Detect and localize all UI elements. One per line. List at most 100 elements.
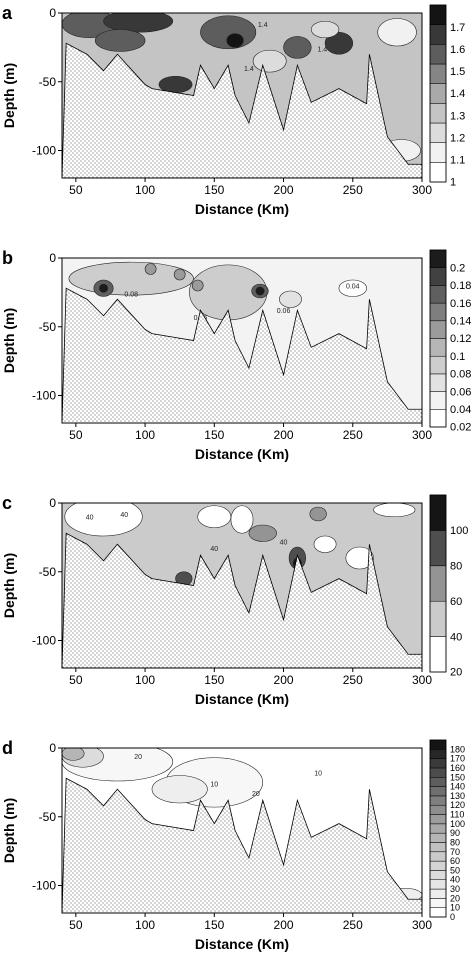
colorbar-swatch <box>429 530 447 567</box>
colorbar-tick-label: 80 <box>450 560 462 572</box>
x-axis: 50 100 150 200 250 300 <box>69 423 432 442</box>
x-tick-label: 200 <box>274 673 294 687</box>
panel-label: d <box>2 738 13 758</box>
colorbar-tick-label: 130 <box>450 791 465 801</box>
colorbar-tick-label: 0.04 <box>450 404 471 416</box>
colorbar-tick-label: 10 <box>450 903 460 913</box>
colorbar-frame <box>429 739 447 918</box>
colorbar-tick-label: 40 <box>450 631 462 643</box>
x-tick-label: 50 <box>69 183 83 197</box>
colorbar-tick-label: 1.1 <box>450 155 465 167</box>
colorbar-swatch <box>429 142 447 163</box>
panel-label: c <box>2 493 12 513</box>
x-axis-title: Distance (Km) <box>195 201 289 217</box>
x-tick-label: 100 <box>135 183 155 197</box>
y-axis-title: Depth (m) <box>1 798 17 863</box>
contour-region <box>324 31 354 55</box>
colorbar-frame <box>429 494 447 673</box>
y-axis: 0 -50 -100 <box>32 6 62 158</box>
contour-region <box>279 290 302 308</box>
colorbar-swatch <box>429 898 447 908</box>
x-tick-label: 300 <box>412 428 432 442</box>
contour-label: 0.06 <box>277 308 291 315</box>
colorbar-swatch <box>429 600 447 637</box>
y-tick-label: -50 <box>39 565 57 579</box>
colorbar-swatch <box>429 83 447 104</box>
contour-label: 1.4 <box>317 47 327 54</box>
contour-region <box>338 279 367 297</box>
contour-label: 20 <box>134 754 142 761</box>
colorbar-swatch <box>429 162 447 183</box>
contour-region <box>230 505 254 534</box>
contour-region <box>310 20 340 39</box>
colorbar-tick-label: 20 <box>450 667 462 679</box>
y-tick-label: -100 <box>32 634 56 648</box>
colorbar-swatch <box>429 103 447 124</box>
colorbar-swatch <box>429 409 447 428</box>
contour-label: 40 <box>120 512 128 519</box>
contour-label: 1.4 <box>244 66 254 73</box>
colorbar-tick-label: 20 <box>450 893 460 903</box>
contour-region <box>144 263 157 275</box>
colorbar-tick-label: 0.2 <box>450 262 465 274</box>
y-axis-title: Depth (m) <box>1 553 17 618</box>
colorbar-tick-label: 150 <box>450 772 465 782</box>
colorbar-swatch <box>429 767 447 778</box>
contour-label: 40 <box>280 539 288 546</box>
x-axis-title: Distance (Km) <box>195 446 289 462</box>
x-axis: 50 100 150 200 250 300 <box>69 178 432 197</box>
x-tick-label: 250 <box>343 183 363 197</box>
x-tick-label: 150 <box>204 428 224 442</box>
colorbar-tick-label: 0.06 <box>450 386 471 398</box>
colorbar-swatch <box>429 44 447 65</box>
contour-label: 0.08 <box>124 292 138 299</box>
x-tick-label: 250 <box>343 673 363 687</box>
y-axis-title: Depth (m) <box>1 63 17 128</box>
colorbar-swatch <box>429 565 447 602</box>
x-tick-label: 200 <box>274 428 294 442</box>
colorbar-swatch <box>429 739 447 750</box>
colorbar-tick-label: 1.6 <box>450 44 465 56</box>
panel-c: 40 40 40 40 50 100 150 200 250 300 Distance (Km) 0 -… <box>1 493 468 707</box>
colorbar-tick-label: 30 <box>450 884 460 894</box>
contour-label: 20 <box>252 791 260 798</box>
panel-label: a <box>2 3 13 23</box>
contour-region <box>313 535 337 553</box>
x-tick-label: 300 <box>412 918 432 932</box>
colorbar-tick-label: 100 <box>450 819 465 829</box>
colorbar-swatch <box>429 63 447 84</box>
contour-field: 1.4 1.4 1.4 <box>62 13 422 178</box>
contour-region <box>248 524 277 542</box>
y-tick-label: 0 <box>49 6 56 20</box>
colorbar-tick-label: 0.12 <box>450 333 471 345</box>
y-tick-label: 0 <box>49 741 56 755</box>
colorbar-frame <box>429 4 447 183</box>
contour-region <box>64 503 143 537</box>
x-axis: 50 100 150 200 250 300 <box>69 668 432 687</box>
colorbar-tick-label: 0.14 <box>450 315 471 327</box>
contour-region <box>283 36 312 59</box>
x-tick-label: 50 <box>69 673 83 687</box>
colorbar-swatch <box>429 391 447 410</box>
colorbar-tick-label: 90 <box>450 828 460 838</box>
x-axis-title: Distance (Km) <box>195 936 289 952</box>
x-tick-label: 200 <box>274 183 294 197</box>
colorbar-swatch <box>429 879 447 890</box>
colorbar-swatch <box>429 249 447 268</box>
contour-region <box>345 546 374 570</box>
plot-frame <box>61 747 423 914</box>
y-axis-title: Depth (m) <box>1 308 17 373</box>
colorbar-swatch <box>429 851 447 862</box>
colorbar-tick-label: 140 <box>450 782 465 792</box>
colorbar: 1.7 1.6 1.5 1.4 1.3 1.2 1.1 1 <box>429 4 465 189</box>
y-axis: 0 -50 -100 <box>32 496 62 648</box>
colorbar-swatch <box>429 285 447 304</box>
x-tick-label: 100 <box>135 428 155 442</box>
y-tick-label: 0 <box>49 496 56 510</box>
x-tick-label: 50 <box>69 428 83 442</box>
plot-frame <box>61 502 423 669</box>
colorbar-tick-label: 1.3 <box>450 110 465 122</box>
colorbar-swatch <box>429 842 447 853</box>
contour-region <box>226 33 244 48</box>
colorbar-tick-label: 80 <box>450 837 460 847</box>
